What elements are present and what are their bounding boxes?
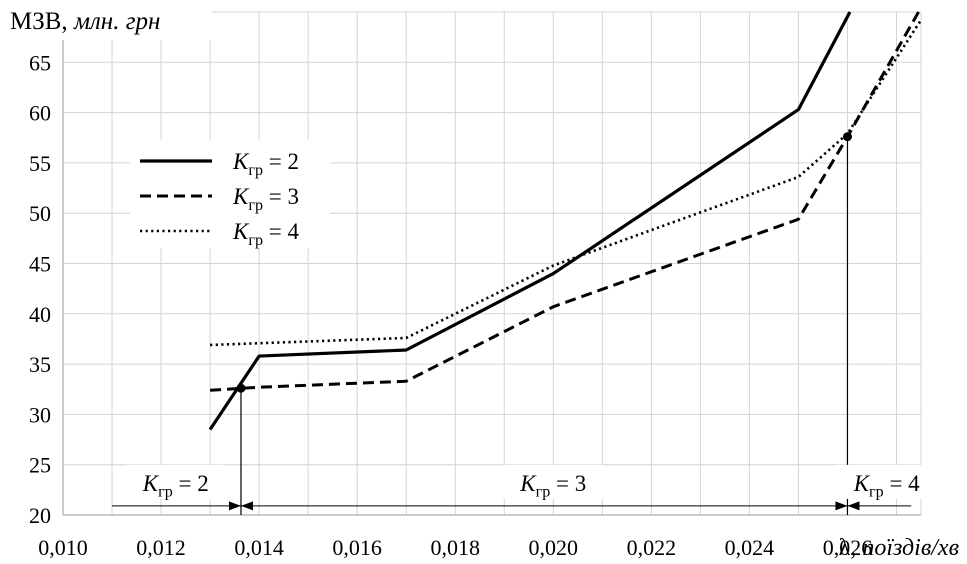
- x-tick-label: 0,020: [529, 535, 579, 560]
- x-tick-label: 0,018: [430, 535, 480, 560]
- x-tick-label: 0,010: [38, 535, 88, 560]
- y-tick-label: 65: [29, 50, 51, 75]
- zone-annotations: Kгр = 2 Kгр = 3 Kгр = 4: [112, 136, 937, 515]
- y-tick-label: 35: [29, 352, 51, 377]
- legend-label: Kгр = 4: [232, 219, 299, 249]
- zone-arrow-head: [228, 501, 241, 511]
- zone-label: Kгр = 4: [853, 471, 920, 501]
- x-tick-label: 0,022: [627, 535, 677, 560]
- y-axis-label: МЗВ, млн. грн: [10, 8, 160, 35]
- legend: Kгр = 2 Kгр = 3 Kгр = 4: [130, 140, 330, 249]
- grid: [62, 11, 922, 515]
- y-tick-label: 20: [29, 503, 51, 528]
- x-tick-label: 0,014: [234, 535, 284, 560]
- y-label-background: [0, 0, 212, 40]
- zone-arrow-head: [240, 501, 253, 511]
- series-line-solid: [208, 11, 852, 431]
- y-tick-label: 55: [29, 151, 51, 176]
- legend-label: Kгр = 2: [232, 149, 299, 179]
- y-tick-label: 25: [29, 453, 51, 478]
- y-tick-label: 50: [29, 201, 51, 226]
- x-tick-label: 0,024: [725, 535, 775, 560]
- x-tick-label: 0,016: [332, 535, 382, 560]
- zone-arrow-head: [847, 501, 860, 511]
- zone-label: Kгр = 3: [519, 471, 586, 501]
- zone-label: Kгр = 2: [142, 471, 209, 501]
- zone-label-background: [836, 464, 937, 499]
- x-tick-label: 0,026: [823, 535, 873, 560]
- y-tick-label: 30: [29, 402, 51, 427]
- zone-label-background: [125, 464, 226, 499]
- zone-label-background: [503, 464, 604, 499]
- axes: 20 25 30 35 40 45 50 55 60 65 0,010 0,012 0,014 0,016…: [29, 12, 921, 560]
- legend-background: [130, 140, 330, 248]
- x-tick-label: 0,012: [136, 535, 186, 560]
- y-tick-label: 40: [29, 302, 51, 327]
- y-tick-label: 45: [29, 252, 51, 277]
- zone-arrow-head: [835, 501, 848, 511]
- series-line-dotted: [210, 19, 923, 347]
- legend-label: Kгр = 3: [232, 184, 299, 214]
- x-axis-label: λ, поїздів/хв: [839, 535, 959, 561]
- y-tick-label: 60: [29, 101, 51, 126]
